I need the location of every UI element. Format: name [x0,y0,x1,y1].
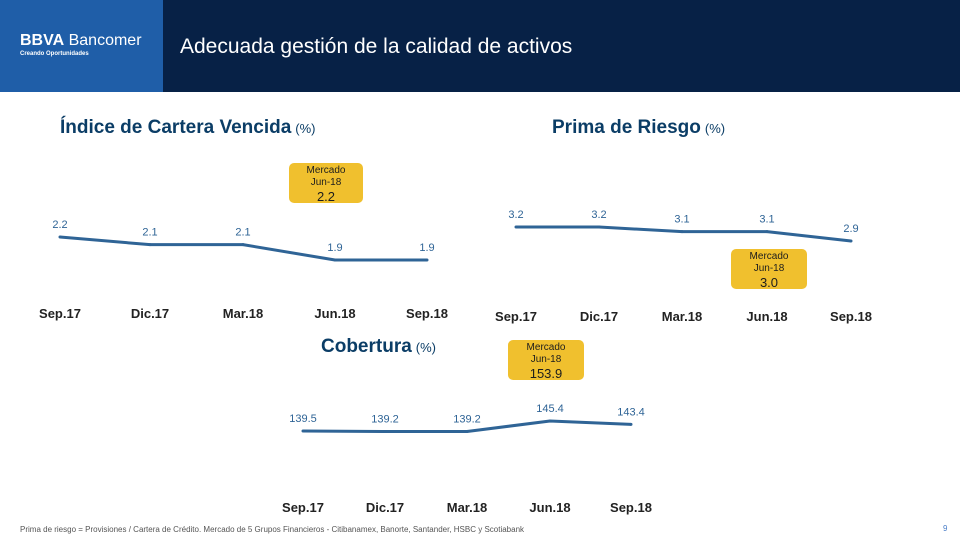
page-number: 9 [943,524,948,533]
x-tick-label-cobertura: Mar.18 [447,500,487,515]
data-point-cartera-vencida [148,243,152,247]
data-point-cartera-vencida [241,243,245,247]
data-label-prima-riesgo: 3.1 [674,214,689,226]
x-tick-label-prima-riesgo: Sep.17 [495,309,537,324]
data-label-cartera-vencida: 2.1 [142,227,157,239]
data-label-cobertura: 145.4 [536,403,564,415]
data-point-cobertura [301,429,305,433]
chart-title-cobertura: Cobertura (%) [321,336,437,357]
x-tick-label-cartera-vencida: Sep.17 [39,306,81,321]
series-line-cartera-vencida [59,235,427,262]
data-label-prima-riesgo: 3.2 [508,209,523,221]
x-tick-label-cartera-vencida: Mar.18 [223,306,263,321]
data-point-prima-riesgo [514,225,518,229]
data-label-cobertura: 139.2 [371,414,399,426]
data-point-cobertura [465,430,469,434]
header-bar: BBVA Bancomer Creando Oportunidades Adec… [0,0,960,92]
x-tick-label-cartera-vencida: Dic.17 [131,306,169,321]
x-tick-label-cobertura: Sep.17 [282,500,324,515]
data-label-prima-riesgo: 2.9 [843,223,858,235]
data-point-prima-riesgo [680,230,684,234]
x-tick-label-prima-riesgo: Sep.18 [830,309,872,324]
data-label-prima-riesgo: 3.1 [759,214,774,226]
x-tick-label-cartera-vencida: Jun.18 [314,306,355,321]
x-tick-label-cartera-vencida: Sep.18 [406,306,448,321]
data-point-cartera-vencida [58,235,62,239]
data-point-prima-riesgo [765,230,769,234]
data-point-cartera-vencida [425,258,429,262]
data-label-prima-riesgo: 3.2 [591,209,606,221]
data-label-cartera-vencida: 2.1 [235,227,250,239]
x-tick-label-cobertura: Dic.17 [366,500,404,515]
data-point-cobertura [548,419,552,423]
footnote: Prima de riesgo = Provisiones / Cartera … [20,525,525,534]
logo-tagline: Creando Oportunidades [20,51,89,57]
x-tick-label-prima-riesgo: Dic.17 [580,309,618,324]
data-point-prima-riesgo [849,239,853,243]
data-point-cobertura [629,422,633,426]
data-label-cartera-vencida: 2.2 [52,219,67,231]
x-tick-label-cobertura: Jun.18 [529,500,570,515]
x-tick-label-cobertura: Sep.18 [610,500,652,515]
data-label-cobertura: 139.2 [453,414,481,426]
data-label-cartera-vencida: 1.9 [419,242,434,254]
series-line-prima-riesgo [516,225,852,243]
chart-title-prima-riesgo: Prima de Riesgo (%) [552,117,726,138]
market-badge-cartera-vencida: Mercado Jun-18 2.2 [289,163,363,204]
data-point-cartera-vencida [333,258,337,262]
data-label-cobertura: 143.4 [617,406,645,418]
data-label-cobertura: 139.5 [289,413,317,425]
logo-wordmark: BBVA Bancomer [20,32,142,49]
x-tick-label-prima-riesgo: Jun.18 [746,309,787,324]
chart-title-cartera-vencida: Índice de Cartera Vencida (%) [60,117,316,138]
data-point-cobertura [383,430,387,434]
data-point-prima-riesgo [597,225,601,229]
x-tick-label-prima-riesgo: Mar.18 [662,309,702,324]
market-badge-cobertura: Mercado Jun-18 153.9 [508,340,584,381]
market-badge-prima-riesgo: Mercado Jun-18 3.0 [731,249,807,290]
logo: BBVA Bancomer Creando Oportunidades [0,0,163,92]
data-label-cartera-vencida: 1.9 [327,242,342,254]
slide-title: Adecuada gestión de la calidad de activo… [180,35,573,58]
